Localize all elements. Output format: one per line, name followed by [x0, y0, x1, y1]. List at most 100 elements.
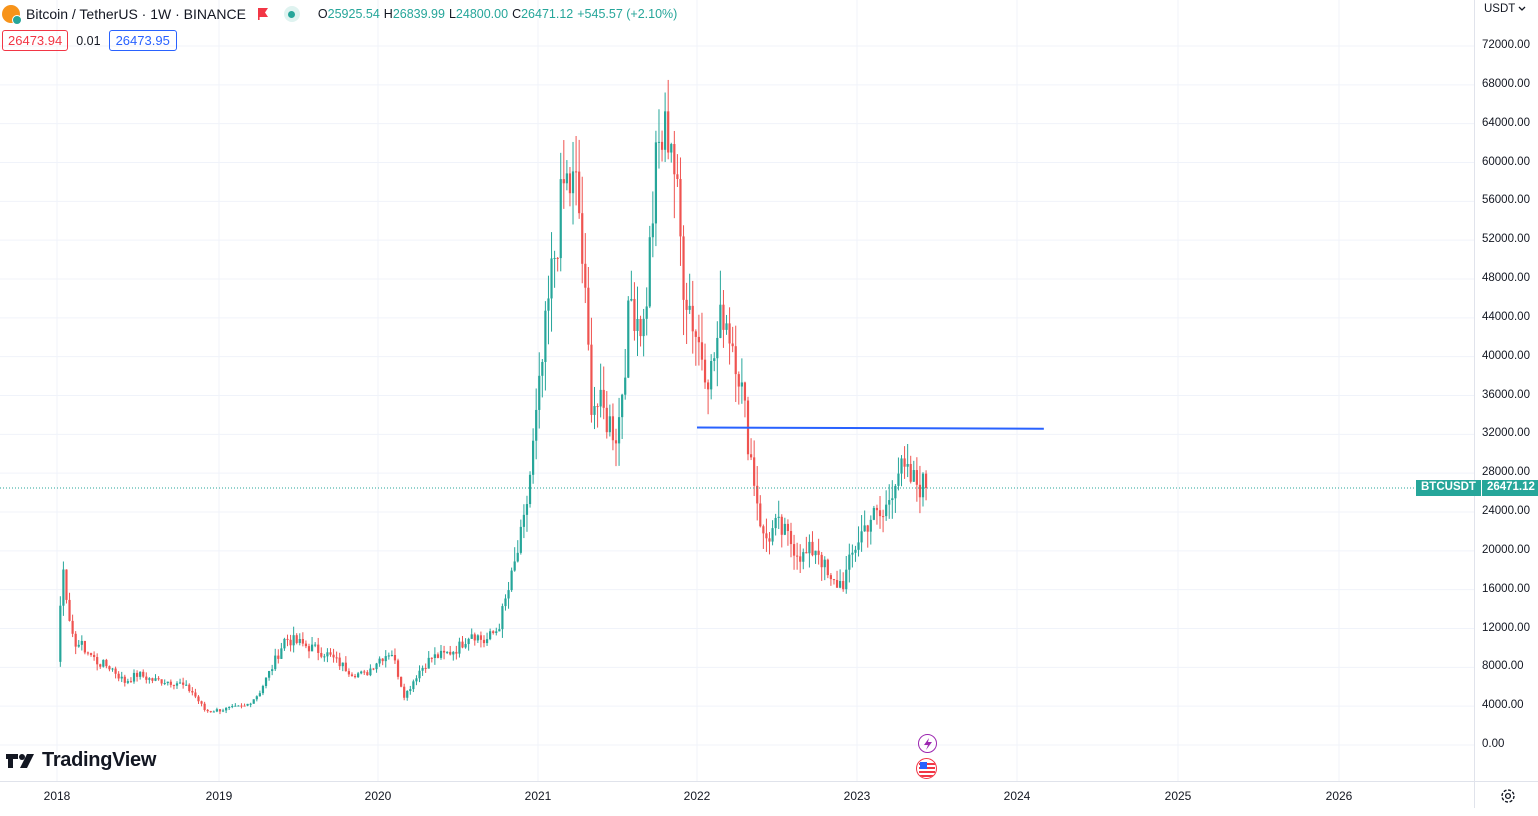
- candle-body: [123, 676, 126, 683]
- high-label: H: [383, 7, 393, 21]
- candle-body: [866, 525, 869, 532]
- candle-body: [384, 656, 387, 662]
- flag-icon[interactable]: [256, 7, 270, 21]
- candle-body: [728, 323, 731, 344]
- candle-body: [178, 682, 182, 684]
- lightning-event-icon[interactable]: [918, 734, 937, 753]
- candle-body: [264, 677, 268, 687]
- candle-body: [605, 407, 608, 433]
- candle-body: [544, 310, 547, 362]
- candle-body: [498, 629, 501, 632]
- candle-body: [286, 638, 289, 640]
- symbol-title[interactable]: Bitcoin / TetherUS · 1W · BINANCE: [26, 6, 246, 22]
- currency-selector[interactable]: USDT: [1484, 3, 1526, 15]
- us-flag-event-icon[interactable]: [916, 758, 937, 779]
- candle-body: [258, 693, 261, 697]
- candle-body: [114, 668, 117, 674]
- candle-body: [894, 485, 897, 499]
- candle-body: [578, 171, 581, 214]
- candle-body: [703, 359, 707, 383]
- candle-body: [725, 323, 728, 330]
- candle-body: [378, 658, 381, 664]
- candle-body: [347, 671, 351, 675]
- candle-body: [396, 660, 400, 677]
- candle-body: [878, 510, 882, 517]
- candle-body: [71, 620, 74, 634]
- candle-body: [111, 668, 114, 670]
- candle-body: [221, 710, 225, 712]
- candle-body: [734, 346, 737, 375]
- candle-body: [341, 662, 344, 667]
- time-axis-label: 2025: [1164, 789, 1192, 803]
- gear-icon[interactable]: [1499, 787, 1517, 805]
- candle-body: [869, 519, 872, 532]
- candle-body: [212, 711, 215, 713]
- candle-body: [430, 657, 433, 659]
- candle-body: [129, 681, 133, 683]
- candle-body: [839, 581, 842, 588]
- candle-body: [719, 304, 722, 338]
- candle-body: [301, 639, 304, 644]
- candle-body: [777, 516, 780, 518]
- candle-body: [231, 706, 234, 708]
- candle-body: [470, 634, 473, 639]
- price-axis-divider: [1474, 0, 1475, 808]
- candle-body: [267, 671, 271, 678]
- candle-body: [332, 654, 335, 658]
- candle-body: [191, 690, 194, 693]
- candle-body: [489, 631, 492, 640]
- candle-body: [845, 569, 848, 590]
- high-value: 26839.99: [392, 7, 445, 21]
- open-value: 25925.54: [327, 7, 380, 21]
- candle-body: [522, 514, 525, 527]
- candle-body: [780, 516, 783, 535]
- candle-body: [160, 679, 163, 684]
- candle-body: [320, 652, 323, 657]
- candle-body: [366, 672, 369, 676]
- buy-button[interactable]: 26473.95: [108, 30, 177, 51]
- price-axis-label: 40000.00: [1482, 349, 1530, 362]
- time-axis-label: 2018: [43, 789, 71, 803]
- last-price-value: 26471.12: [1481, 480, 1538, 496]
- candle-body: [657, 141, 661, 143]
- candle-body: [771, 528, 774, 542]
- horizontal-line: [696, 426, 1044, 430]
- candle-body: [194, 692, 197, 697]
- candle-body: [148, 678, 151, 680]
- candle-body: [77, 644, 80, 647]
- open-label: O: [317, 7, 328, 21]
- candle-body: [261, 686, 265, 694]
- candle-body: [62, 569, 65, 606]
- time-axis-label: 2022: [683, 789, 711, 803]
- symbol-legend[interactable]: Bitcoin / TetherUS · 1W · BINANCE O 2592…: [0, 4, 677, 25]
- candle-body: [676, 174, 679, 179]
- candle-body: [166, 681, 169, 684]
- candle-body: [611, 416, 615, 441]
- candle-body: [409, 689, 412, 691]
- tradingview-logo[interactable]: TradingView: [6, 749, 156, 772]
- candle-body: [743, 382, 747, 401]
- price-axis-label: 52000.00: [1482, 233, 1530, 246]
- tradingview-logo-text: TradingView: [42, 749, 157, 771]
- sell-button[interactable]: 26473.94: [2, 30, 69, 51]
- candle-body: [851, 552, 854, 555]
- candle-body: [842, 581, 845, 590]
- candle-body: [105, 659, 108, 667]
- candle-body: [289, 639, 292, 646]
- candle-body: [768, 538, 771, 542]
- candle-body: [271, 669, 274, 672]
- candle-body: [151, 678, 154, 681]
- bitcoin-icon: [2, 5, 22, 25]
- price-axis-label: 16000.00: [1482, 582, 1530, 595]
- candle-body: [568, 173, 572, 194]
- candle-body: [829, 575, 832, 580]
- candle-body: [749, 454, 753, 458]
- candle-body: [617, 417, 621, 444]
- low-label: L: [448, 7, 456, 21]
- candle-body: [400, 676, 403, 687]
- spread-value: 0.01: [76, 33, 101, 48]
- price-axis-label: 48000.00: [1482, 272, 1530, 284]
- candle-body: [59, 605, 62, 662]
- horizontal-line-drawing[interactable]: [696, 426, 1044, 430]
